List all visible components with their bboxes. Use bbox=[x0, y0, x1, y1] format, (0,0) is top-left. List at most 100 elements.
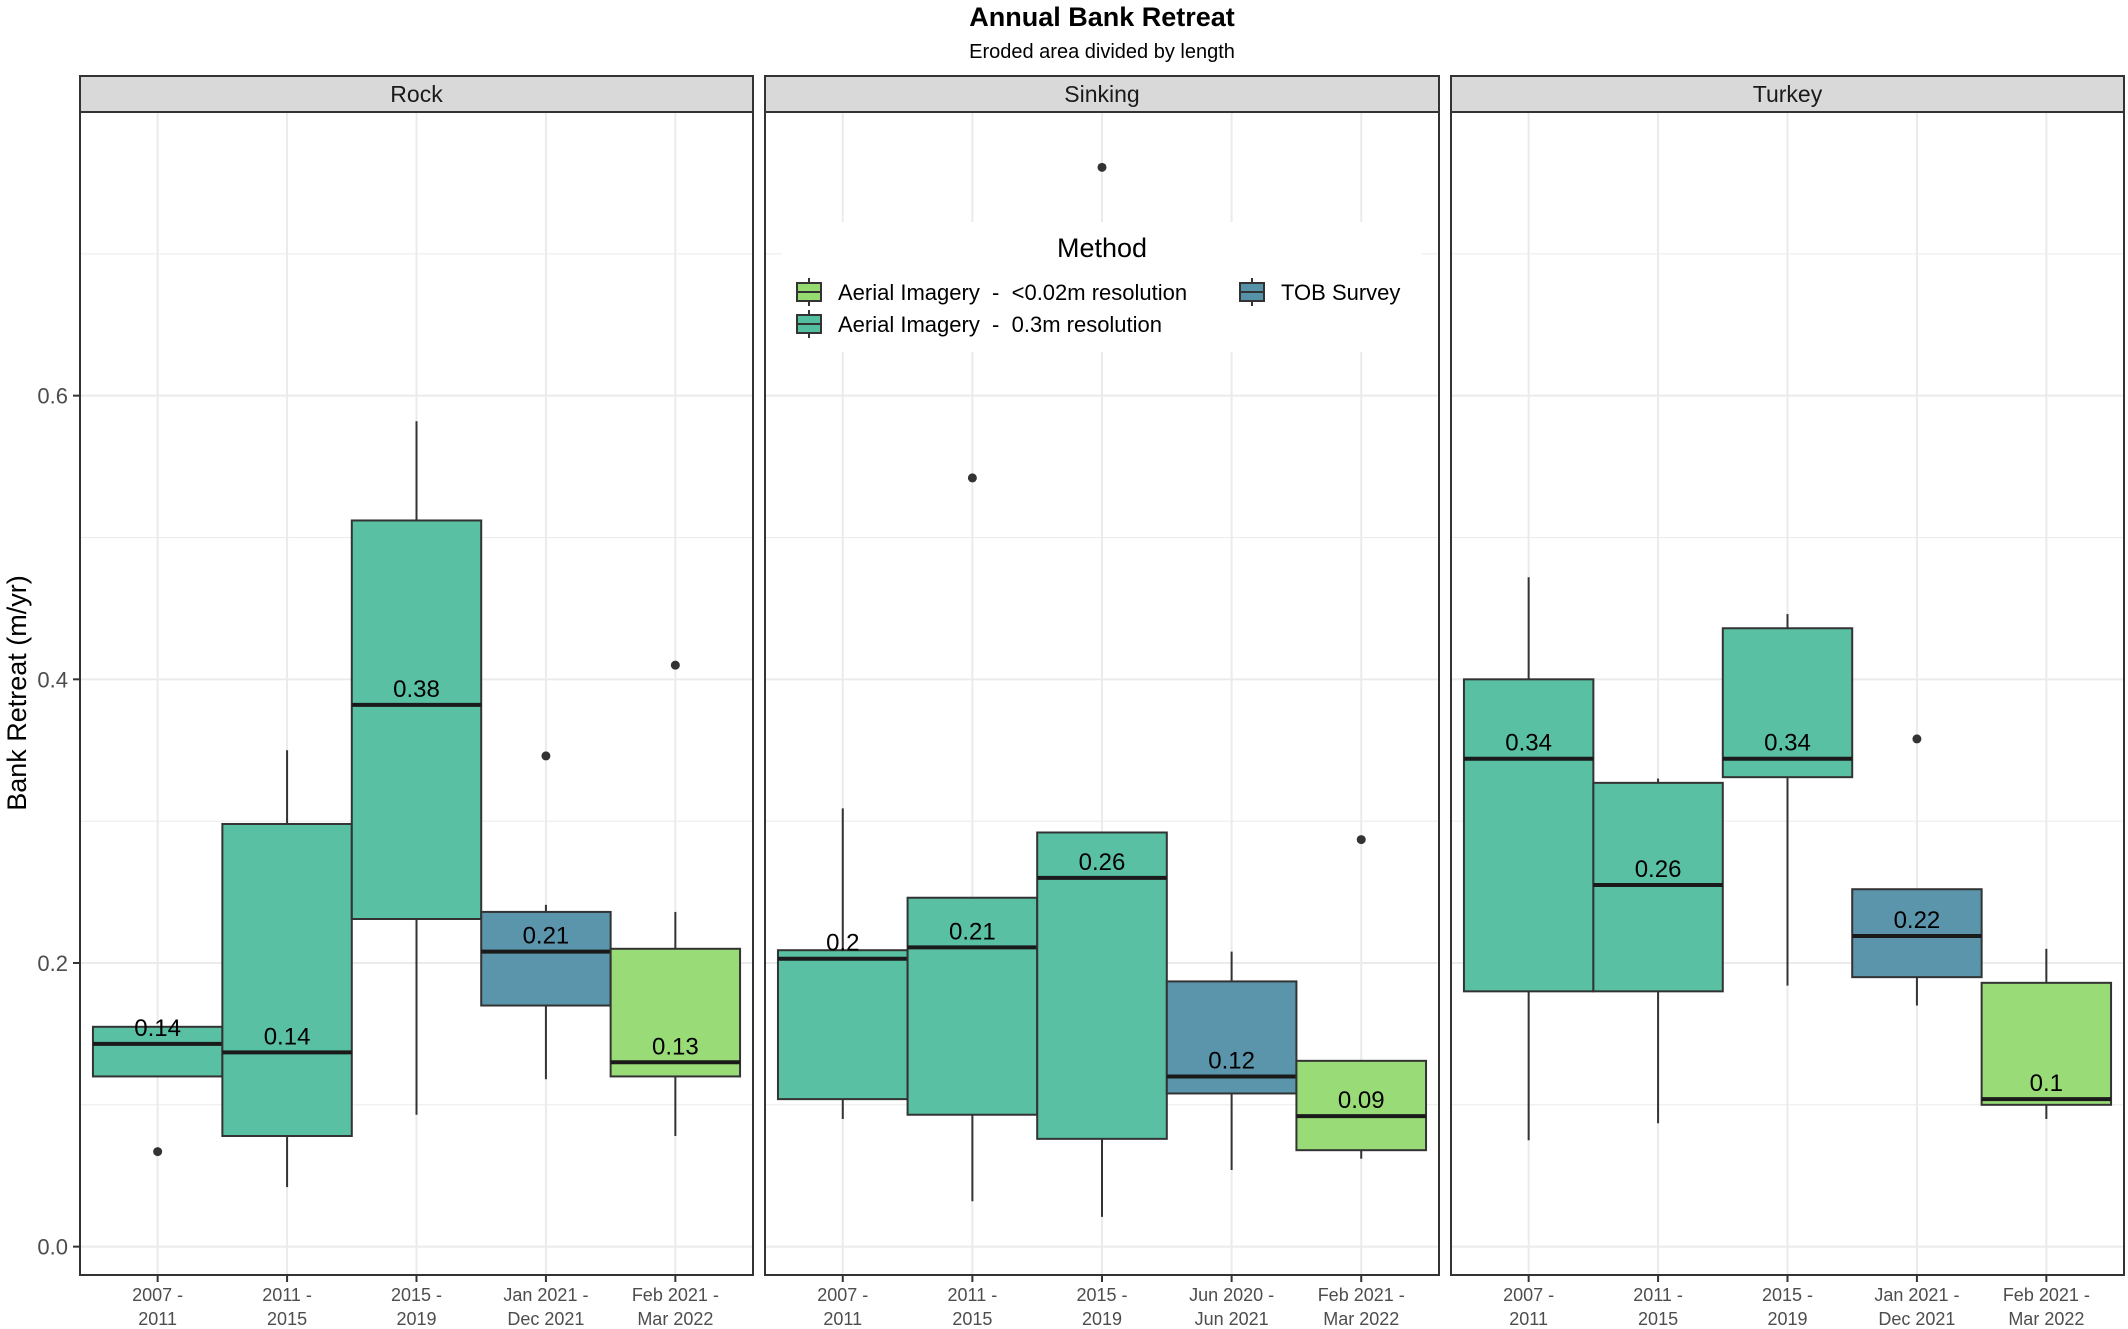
legend-key-2: Aerial Imagery - 0.3m resolution bbox=[796, 310, 1162, 338]
median-label: 0.14 bbox=[134, 1015, 181, 1042]
y-axis-label: Bank Retreat (m/yr) bbox=[2, 575, 32, 811]
x-tick-label-line1: 2015 - bbox=[391, 1285, 442, 1305]
box-body bbox=[350, 519, 483, 921]
x-tick-label-line2: Mar 2022 bbox=[1323, 1309, 1399, 1329]
box-body bbox=[1851, 888, 1983, 979]
median-label: 0.2 bbox=[826, 930, 859, 957]
median-label: 0.22 bbox=[1894, 907, 1941, 934]
x-tick-label-line2: 2019 bbox=[1767, 1309, 1807, 1329]
x-tick-label-line1: Feb 2021 - bbox=[2003, 1285, 2090, 1305]
x-tick-label-line1: Jun 2020 - bbox=[1189, 1285, 1274, 1305]
box-turkey-2: 0.34 2015 - 2019 bbox=[1721, 614, 1854, 1329]
legend-key-0: Aerial Imagery - <0.02m resolution bbox=[796, 278, 1187, 306]
box-rock-0: 0.14 2007 - 2011 bbox=[91, 1015, 224, 1329]
facet-strip-label: Turkey bbox=[1753, 81, 1823, 107]
outlier-point bbox=[1097, 162, 1107, 172]
legend-entry-label: Aerial Imagery - 0.3m resolution bbox=[838, 312, 1162, 337]
outlier-point bbox=[541, 751, 551, 761]
box-body bbox=[1462, 678, 1595, 993]
chart-subtitle: Eroded area divided by length bbox=[969, 41, 1235, 63]
x-tick-label-line2: Mar 2022 bbox=[2008, 1309, 2084, 1329]
facet-strip-label: Rock bbox=[390, 81, 443, 107]
panel-border bbox=[764, 111, 1440, 1276]
median-label: 0.34 bbox=[1505, 730, 1552, 757]
median-label: 0.34 bbox=[1764, 730, 1811, 757]
median-label: 0.21 bbox=[523, 923, 570, 950]
panel-border bbox=[1450, 111, 2125, 1276]
facet-strip-label: Sinking bbox=[1064, 81, 1139, 107]
x-tick-label-line2: Mar 2022 bbox=[637, 1309, 713, 1329]
box-rock-4: 0.13 Feb 2021 - Mar 2022 bbox=[609, 660, 742, 1329]
x-tick-label-line2: Dec 2021 bbox=[1878, 1309, 1955, 1329]
box-sinking-3: 0.12 Jun 2020 - Jun 2021 bbox=[1165, 951, 1298, 1329]
x-tick-label-line1: Feb 2021 - bbox=[1318, 1285, 1405, 1305]
box-rock-1: 0.14 2011 - 2015 bbox=[221, 750, 353, 1329]
box-body bbox=[776, 949, 909, 1101]
box-body bbox=[1592, 781, 1724, 993]
outlier-point bbox=[153, 1147, 163, 1157]
facet-panels: 0.0 0.2 0.4 0.6 Rock 0.14 2007 - 2011 0.14 2011 -… bbox=[37, 75, 2125, 1329]
box-body bbox=[1295, 1059, 1428, 1152]
box-sinking-2: 0.26 2015 - 2019 bbox=[1036, 162, 1168, 1329]
y-tick-label: 0.6 bbox=[37, 384, 68, 409]
box-rock-2: 0.38 2015 - 2019 bbox=[350, 421, 483, 1329]
x-tick-label-line1: Feb 2021 - bbox=[632, 1285, 719, 1305]
x-tick-label-line1: 2007 - bbox=[817, 1285, 868, 1305]
box-body bbox=[1721, 627, 1854, 779]
box-turkey-4: 0.1 Feb 2021 - Mar 2022 bbox=[1980, 948, 2113, 1329]
facet-strip bbox=[764, 75, 1440, 113]
x-tick-label-line2: Dec 2021 bbox=[507, 1309, 584, 1329]
x-tick-label-line2: 2015 bbox=[1638, 1309, 1678, 1329]
box-sinking-1: 0.21 2011 - 2015 bbox=[906, 473, 1039, 1329]
x-tick-label-line2: 2015 bbox=[952, 1309, 992, 1329]
x-tick-label-line1: 2011 - bbox=[948, 1285, 998, 1305]
legend-title: Method bbox=[1057, 233, 1147, 263]
median-label: 0.38 bbox=[393, 676, 440, 703]
x-tick-label-line1: 2011 - bbox=[1633, 1285, 1683, 1305]
x-tick-label-line1: 2007 - bbox=[132, 1285, 183, 1305]
facet-panel-rock: Rock 0.14 2007 - 2011 0.14 2011 - 2015 0.38 2015… bbox=[79, 75, 754, 1329]
median-label: 0.14 bbox=[264, 1023, 311, 1050]
facet-panel-turkey: Turkey 0.34 2007 - 2011 0.26 2011 - 2015 0.34 20… bbox=[1450, 75, 2125, 1329]
box-sinking-0: 0.2 2007 - 2011 bbox=[776, 808, 909, 1329]
x-tick-label-line2: 2019 bbox=[396, 1309, 436, 1329]
box-turkey-3: 0.22 Jan 2021 - Dec 2021 bbox=[1851, 734, 1983, 1329]
box-body bbox=[480, 910, 612, 1007]
chart-title: Annual Bank Retreat bbox=[969, 2, 1235, 32]
median-label: 0.12 bbox=[1208, 1047, 1255, 1074]
x-tick-label-line2: 2011 bbox=[823, 1309, 862, 1329]
x-tick-label-line2: Jun 2021 bbox=[1195, 1309, 1269, 1329]
legend: Method Aerial Imagery - <0.02m resolution… bbox=[782, 222, 1422, 352]
legend-key-1: TOB Survey bbox=[1239, 278, 1400, 306]
x-tick-label-line2: 2019 bbox=[1082, 1309, 1122, 1329]
x-tick-label-line1: 2015 - bbox=[1076, 1285, 1127, 1305]
median-label: 0.21 bbox=[949, 918, 996, 945]
x-tick-label-line1: Jan 2021 - bbox=[1874, 1285, 1959, 1305]
x-tick-label-line2: 2011 bbox=[1509, 1309, 1548, 1329]
median-label: 0.26 bbox=[1635, 856, 1682, 883]
outlier-point bbox=[967, 473, 977, 483]
median-label: 0.1 bbox=[2030, 1070, 2063, 1097]
box-body bbox=[221, 822, 353, 1138]
median-label: 0.13 bbox=[652, 1033, 699, 1060]
x-tick-label-line1: 2015 - bbox=[1762, 1285, 1813, 1305]
legend-background bbox=[782, 222, 1422, 352]
x-tick-label-line2: 2015 bbox=[267, 1309, 307, 1329]
panel-border bbox=[79, 111, 754, 1276]
legend-entry-label: TOB Survey bbox=[1281, 280, 1400, 305]
median-label: 0.26 bbox=[1079, 849, 1126, 876]
x-tick-label-line1: Jan 2021 - bbox=[503, 1285, 588, 1305]
x-tick-label-line1: 2011 - bbox=[262, 1285, 312, 1305]
box-turkey-1: 0.26 2011 - 2015 bbox=[1592, 778, 1724, 1329]
box-sinking-4: 0.09 Feb 2021 - Mar 2022 bbox=[1295, 835, 1428, 1329]
x-tick-label-line2: 2011 bbox=[138, 1309, 177, 1329]
box-body bbox=[906, 896, 1039, 1116]
outlier-point bbox=[1912, 734, 1922, 744]
median-label: 0.09 bbox=[1338, 1087, 1385, 1114]
box-body bbox=[609, 947, 742, 1078]
y-tick-label: 0.0 bbox=[37, 1235, 68, 1260]
box-rock-3: 0.21 Jan 2021 - Dec 2021 bbox=[480, 751, 612, 1329]
y-tick-label: 0.4 bbox=[37, 667, 68, 692]
